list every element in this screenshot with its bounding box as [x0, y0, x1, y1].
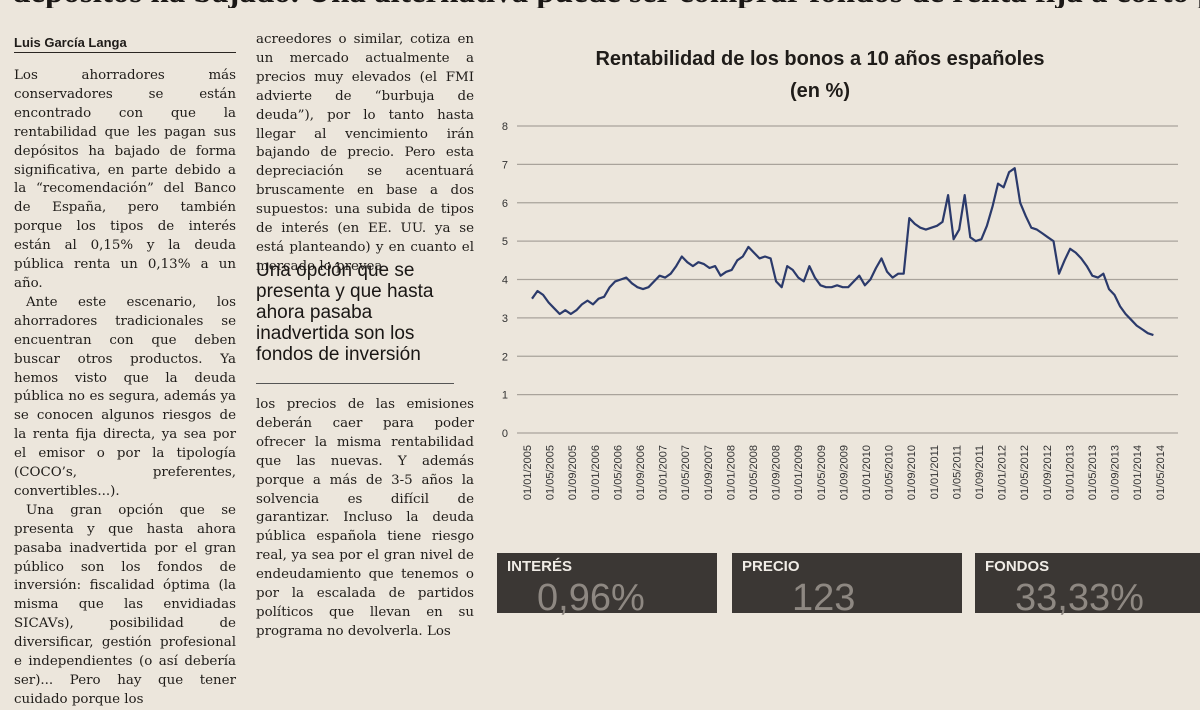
x-tick-label: 01/09/2012 [1042, 445, 1054, 500]
x-tick-label: 01/01/2006 [590, 445, 602, 500]
x-tick-label: 01/05/2006 [612, 445, 624, 500]
x-tick-label: 01/09/2008 [771, 445, 783, 500]
article-column-1: Los ahorradores más conservadores se est… [14, 67, 236, 710]
x-tick-label: 01/05/2014 [1155, 445, 1167, 500]
chart-subtitle: (en %) [790, 80, 850, 102]
bond-yield-chart: 0 1 2 3 4 5 6 7 8 01/01/2005 01/05/2005 01/09/2005 0… [502, 121, 1178, 500]
x-tick-label: 01/01/2014 [1132, 445, 1144, 500]
info-box-fondos: FONDOS 33,33% [975, 553, 1200, 619]
paragraph: acreedores o similar, cotiza en un merca… [256, 32, 474, 274]
paragraph: Una gran opción que se presenta y que ha… [14, 502, 236, 707]
x-tick-label: 01/01/2007 [658, 445, 670, 500]
y-tick-label: 1 [502, 390, 508, 402]
x-tick-label: 01/09/2013 [1110, 445, 1122, 500]
y-tick-label: 5 [502, 236, 508, 248]
x-tick-label: 01/05/2012 [1019, 445, 1031, 500]
x-tick-label: 01/09/2011 [974, 445, 986, 499]
info-box-label: PRECIO [742, 558, 800, 575]
article-column-2-bottom: los precios de las emisiones deberán cae… [256, 396, 474, 642]
y-tick-label: 8 [502, 121, 508, 133]
x-tick-label: 01/01/2012 [997, 445, 1009, 500]
x-tick-label: 01/05/2011 [951, 445, 963, 499]
paragraph: los precios de las emisiones deberán cae… [256, 397, 474, 639]
paragraph: Ante este escenario, los ahorradores tra… [14, 294, 236, 499]
x-tick-label: 01/09/2006 [635, 445, 647, 500]
chart-title-block: Rentabilidad de los bonos a 10 años espa… [560, 43, 1080, 107]
info-box-value: 33,33% [1015, 577, 1144, 619]
divider [256, 383, 454, 384]
y-tick-label: 2 [502, 351, 508, 363]
info-box-precio: PRECIO 123 [732, 553, 962, 619]
paragraph: Los ahorradores más conservadores se est… [14, 68, 236, 291]
x-tick-label: 01/01/2009 [793, 445, 805, 500]
y-tick-label: 7 [502, 159, 508, 171]
x-tick-label: 01/05/2010 [884, 445, 896, 500]
x-tick-label: 01/01/2005 [522, 445, 534, 500]
chart-title: Rentabilidad de los bonos a 10 años espa… [595, 48, 1045, 70]
x-tick-label: 01/05/2007 [680, 445, 692, 500]
x-tick-label: 01/01/2013 [1064, 445, 1076, 500]
y-tick-label: 6 [502, 198, 508, 210]
y-tick-label: 3 [502, 313, 508, 325]
info-box-value: 123 [792, 577, 856, 619]
info-box-label: FONDOS [985, 558, 1050, 575]
x-tick-label: 01/09/2007 [703, 445, 715, 500]
x-tick-label: 01/01/2010 [861, 445, 873, 500]
y-tick-label: 0 [502, 428, 508, 440]
series-line [531, 167, 1154, 337]
x-tick-label: 01/05/2008 [748, 445, 760, 500]
article-column-2-top: acreedores o similar, cotiza en un merca… [256, 31, 474, 277]
info-box-interes: INTERÉS 0,96% [497, 553, 717, 619]
headline: depósitos ha bajado. Una alternativa pue… [0, 0, 1200, 8]
x-tick-label: 01/09/2010 [906, 445, 918, 500]
x-tick-label: 01/05/2013 [1087, 445, 1099, 500]
byline: Luis García Langa [14, 35, 236, 53]
info-box-value: 0,96% [537, 577, 645, 619]
x-tick-label: 01/01/2011 [929, 445, 941, 499]
x-tick-label: 01/01/2008 [725, 445, 737, 500]
x-tick-label: 01/05/2009 [816, 445, 828, 500]
x-tick-label: 01/09/2009 [838, 445, 850, 500]
x-tick-label: 01/05/2005 [545, 445, 557, 500]
y-tick-label: 4 [502, 275, 508, 287]
pull-quote: Una opción que se presenta y que hasta a… [256, 260, 434, 365]
x-tick-label: 01/09/2005 [567, 445, 579, 500]
info-box-label: INTERÉS [507, 558, 573, 575]
